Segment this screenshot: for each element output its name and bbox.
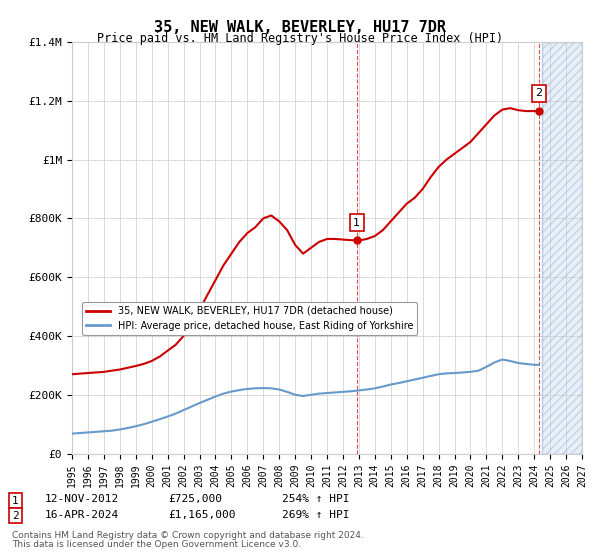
Legend: 35, NEW WALK, BEVERLEY, HU17 7DR (detached house), HPI: Average price, detached : 35, NEW WALK, BEVERLEY, HU17 7DR (detach… xyxy=(82,302,418,335)
Text: This data is licensed under the Open Government Licence v3.0.: This data is licensed under the Open Gov… xyxy=(12,540,301,549)
Text: £1,165,000: £1,165,000 xyxy=(168,510,236,520)
Text: 16-APR-2024: 16-APR-2024 xyxy=(45,510,119,520)
Text: 254% ↑ HPI: 254% ↑ HPI xyxy=(282,494,349,505)
Text: 1: 1 xyxy=(353,218,361,228)
Bar xyxy=(542,42,582,454)
Text: 2: 2 xyxy=(535,88,542,99)
Text: £725,000: £725,000 xyxy=(168,494,222,505)
Text: Contains HM Land Registry data © Crown copyright and database right 2024.: Contains HM Land Registry data © Crown c… xyxy=(12,531,364,540)
Text: 35, NEW WALK, BEVERLEY, HU17 7DR: 35, NEW WALK, BEVERLEY, HU17 7DR xyxy=(154,20,446,35)
Text: Price paid vs. HM Land Registry's House Price Index (HPI): Price paid vs. HM Land Registry's House … xyxy=(97,32,503,45)
Bar xyxy=(542,42,582,454)
Text: 1: 1 xyxy=(12,496,19,506)
Text: 12-NOV-2012: 12-NOV-2012 xyxy=(45,494,119,505)
Text: 2: 2 xyxy=(12,511,19,521)
Text: 269% ↑ HPI: 269% ↑ HPI xyxy=(282,510,349,520)
